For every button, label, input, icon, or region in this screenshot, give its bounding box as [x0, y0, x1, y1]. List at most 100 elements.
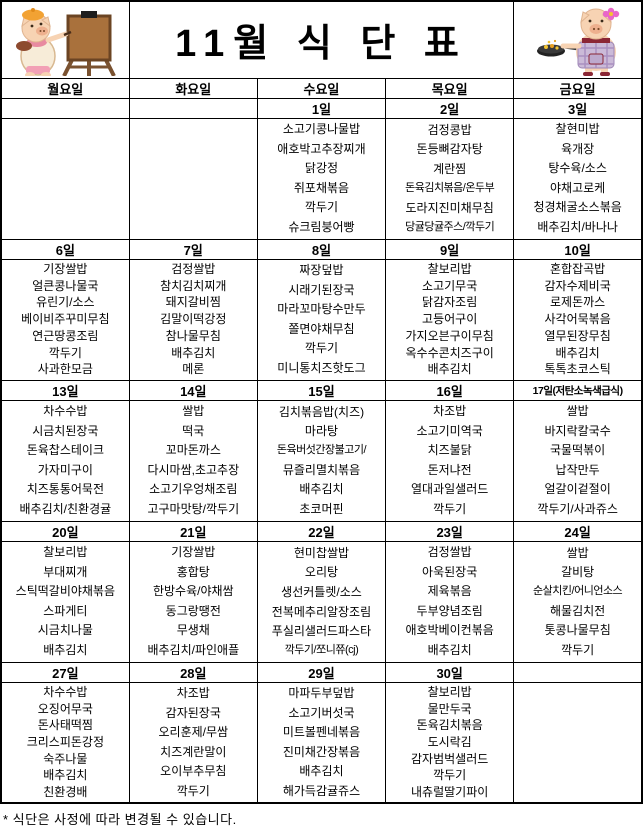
menu-item: 미니통치즈핫도그: [277, 360, 366, 375]
date-cell: 30일: [385, 661, 515, 683]
menu-cell: 소고기콩나물밥 애호박고추장찌개 닭강정 쥐포채볶음 깍두기 슈크림붕어빵: [256, 117, 387, 240]
menu-item: 찰보리밥: [43, 545, 88, 560]
menu-cell: 혼합잡곡밥 감자수제비국 로제돈까스 사각어묵볶음 열무된장무침 배추김치 톡톡초코스틱: [513, 258, 643, 381]
date-cell: 24일: [513, 520, 643, 542]
menu-lines: 현미찹쌀밥 오리탕 생선커틀렛/소스 전복메추리알장조림 푸실리샐러드파스타 깍두기/쪼니…: [258, 543, 384, 660]
menu-item: 차수수밥: [43, 404, 88, 419]
menu-item: 배추김치: [427, 642, 472, 657]
menu-cell: 찰보리밥 물만두국 돈육김치볶음 도시락김 감자범벅샐러드 깍두기 내츄럴딸기파이: [385, 681, 515, 804]
menu-cell: [513, 681, 643, 804]
menu-item: 깍두기/쪼니쮸(cj): [284, 643, 359, 656]
week-3-date-row: 13일 14일 15일 16일 17일(저탄소녹색급식): [0, 379, 643, 401]
menu-item: 검정쌀밥: [171, 262, 216, 277]
menu-item: 짜장덮밥: [299, 263, 344, 278]
menu-item: 국물떡볶이: [550, 443, 606, 458]
menu-cell: 찰보리밥 부대찌개 스틱떡갈비야채볶음 스파게티 시금치나물 배추김치: [0, 540, 130, 663]
date-cell: 10일: [513, 238, 643, 260]
date-cell: 3일: [513, 97, 643, 119]
menu-item: 스틱떡갈비야채볶음: [15, 584, 116, 599]
menu-item: 깍두기/사과쥬스: [537, 501, 618, 516]
pig-cook-cell: [513, 0, 643, 79]
menu-item: 숙주나물: [43, 751, 88, 766]
menu-lines: 찰보리밥 소고기무국 닭감자조림 고등어구이 가지오븐구이무침 옥수수콘치즈구이 배추김치: [387, 261, 513, 378]
menu-lines: 김치볶음밥(치즈) 마라탕 돈육버섯간장불고기/뮤즐리멸치볶음 배추김치 초코머핀: [258, 402, 384, 519]
menu-item: 치즈계란말이: [160, 744, 227, 759]
date-cell: 27일: [0, 661, 130, 683]
menu-cell: 쌀밥 바지락칼국수 국물떡볶이 납작만두 얼갈이겉절이 깍두기/사과쥬스: [513, 399, 643, 522]
menu-item: 도시락김: [427, 734, 472, 749]
menu-item: 오징어무국: [37, 701, 93, 716]
date-cell: 20일: [0, 520, 130, 542]
day-header-0: 월요일: [0, 77, 130, 99]
menu-lines: 찰보리밥 물만두국 돈육김치볶음 도시락김 감자범벅샐러드 깍두기 내츄럴딸기파이: [387, 684, 513, 801]
menu-item: 계란찜: [433, 162, 467, 177]
menu-item: 검정콩밥: [427, 122, 472, 137]
title-cell: 11월 식 단 표: [128, 0, 515, 79]
date-cell: 2일: [385, 97, 515, 119]
menu-item: 얼큰콩나물국: [32, 278, 99, 293]
menu-item: 갈비탕: [561, 565, 595, 580]
menu-item: 시금치된장국: [32, 423, 99, 438]
day-header-4: 금요일: [513, 77, 643, 99]
menu-item: 홍합탕: [176, 564, 210, 579]
menu-item: 청경채굴소스볶음: [533, 200, 622, 215]
menu-lines: 기장쌀밥 홍합탕 한방수육/야채쌈 동그랑땡전 무생채 배추김치/파인애플: [130, 543, 256, 660]
menu-item: 얼갈이겉절이: [544, 482, 611, 497]
menu-lines: 검정콩밥 돈등뼈감자탕 계란찜 돈육김치볶음/온두부 도라지진미채무침 당귤당귤주스/깍두…: [387, 120, 513, 237]
menu-item: 꼬마돈까스: [165, 443, 221, 458]
menu-item: 차수수밥: [43, 684, 88, 699]
menu-item: 옥수수콘치즈구이: [405, 345, 494, 360]
menu-item: 차조밥: [176, 686, 210, 701]
menu-cell: [0, 117, 130, 240]
menu-cell: 마파두부덮밥 소고기버섯국 미트볼펜네볶음 진미채간장볶음 배추김치 해가득감귤쥬스: [256, 681, 387, 804]
menu-lines: 찰현미밥 육개장 탕수육/소스 야채고로케 청경채굴소스볶음 배추김치/바나나: [515, 120, 641, 237]
menu-cell: 현미찹쌀밥 오리탕 생선커틀렛/소스 전복메추리알장조림 푸실리샐러드파스타 깍두기/쪼니…: [256, 540, 387, 663]
menu-cell: [128, 117, 258, 240]
menu-item: 쌀밥: [182, 404, 205, 419]
menu-cell: 차조밥 소고기미역국 치즈불닭 돈저냐전 열대과일샐러드 깍두기: [385, 399, 515, 522]
menu-cell: 기장쌀밥 얼큰콩나물국 유린기/소스 베이비주꾸미무침 연근땅콩조림 깍두기 사과한모금: [0, 258, 130, 381]
menu-item: 감자수제비국: [544, 278, 611, 293]
menu-item: 한방수육/야채쌈: [152, 584, 234, 599]
menu-item: 슈크림붕어빵: [288, 219, 355, 234]
menu-item: 참치김치찌개: [160, 278, 227, 293]
menu-item: 깍두기: [561, 642, 595, 657]
menu-item: 차조밥: [433, 404, 467, 419]
date-cell: 22일: [256, 520, 387, 542]
menu-item: 기장쌀밥: [43, 262, 88, 277]
date-cell: [513, 661, 643, 683]
menu-cell: 찰보리밥 소고기무국 닭감자조림 고등어구이 가지오븐구이무침 옥수수콘치즈구이 배추김치: [385, 258, 515, 381]
menu-item: 해가득감귤쥬스: [282, 783, 361, 798]
menu-item: 고구마맛탕/깍두기: [147, 501, 240, 516]
menu-item: 뮤즐리멸치볶음: [282, 462, 361, 477]
date-cell: 7일: [128, 238, 258, 260]
date-cell: 6일: [0, 238, 130, 260]
menu-item: 배추김치: [43, 642, 88, 657]
menu-lines: 검정쌀밥 참치김치찌개 돼지갈비찜 김말이떡강정 참나물무침 배추김치 메론: [130, 261, 256, 378]
menu-cell: 검정콩밥 돈등뼈감자탕 계란찜 돈육김치볶음/온두부 도라지진미채무침 당귤당귤주스/깍두…: [385, 117, 515, 240]
menu-lines: 쌀밥 바지락칼국수 국물떡볶이 납작만두 얼갈이겉절이 깍두기/사과쥬스: [515, 402, 641, 519]
menu-item: 미트볼펜네볶음: [282, 725, 361, 740]
menu-item: 무생채: [176, 623, 210, 638]
menu-item: 깍두기: [433, 501, 467, 516]
menu-item: 내츄럴딸기파이: [411, 785, 489, 800]
pig-painter-icon: [16, 7, 117, 76]
menu-item: 순살치킨/어니언소스: [533, 584, 623, 597]
date-cell: 13일: [0, 379, 130, 401]
menu-item: 배추김치: [555, 345, 600, 360]
menu-item: 열대과일샐러드: [411, 482, 489, 497]
menu-item: 배추김치: [299, 482, 344, 497]
menu-item: 쫄면야채무침: [288, 321, 355, 336]
menu-lines: 검정쌀밥 아욱된장국 제육볶음 두부양념조림 애호박베이컨볶음 배추김치: [387, 543, 513, 660]
menu-item: 마라꼬마탕수만두: [277, 302, 366, 317]
menu-item: 크리스피돈강정: [26, 734, 104, 749]
pig-painter-cell: [0, 0, 130, 79]
menu-item: 돈저냐전: [427, 462, 472, 477]
menu-item: 바지락칼국수: [544, 423, 611, 438]
menu-item: 돈육김치볶음/온두부: [405, 182, 495, 195]
meal-plan-table: 11월 식 단 표: [0, 0, 643, 804]
menu-item: 오리훈제/무쌈: [158, 725, 229, 740]
menu-item: 애호박고추장찌개: [277, 141, 366, 156]
menu-item: 쌀밥: [566, 404, 589, 419]
